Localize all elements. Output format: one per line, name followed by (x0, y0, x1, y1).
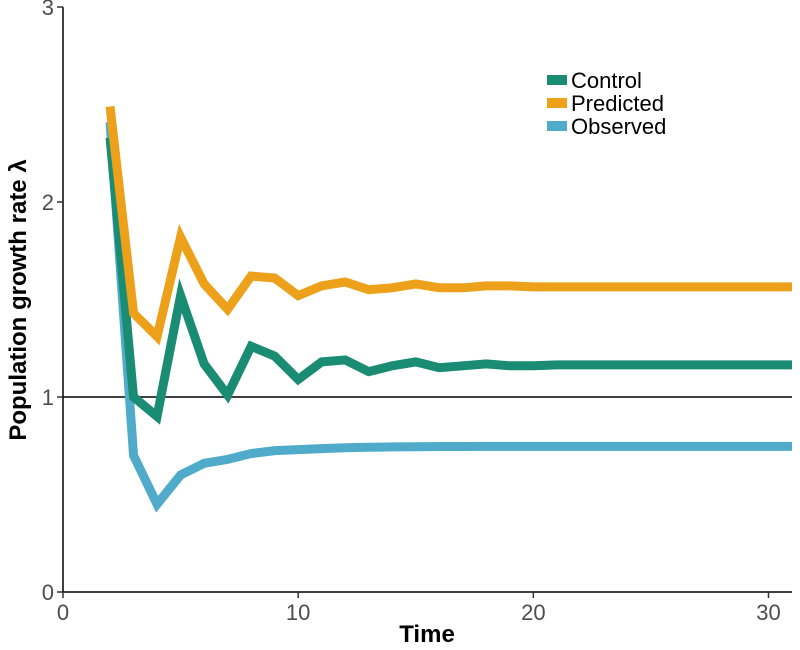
x-tick-label: 10 (286, 600, 310, 625)
y-tick-label: 2 (42, 190, 54, 215)
x-axis-title: Time (399, 621, 455, 648)
series-line-control (105, 137, 792, 425)
y-axis-title: Population growth rate λ (5, 159, 32, 440)
legend-label-observed: Observed (571, 114, 666, 139)
y-tick-label: 3 (42, 0, 54, 20)
legend-label-control: Control (571, 68, 642, 93)
legend-key-control (547, 75, 567, 85)
y-axis-ticks: 0 1 2 3 (42, 0, 63, 605)
series-line-observed (105, 121, 792, 513)
y-tick-label: 0 (42, 580, 54, 605)
axes-layer (62, 7, 792, 593)
y-tick-label: 1 (42, 385, 54, 410)
series-line-predicted (105, 105, 792, 346)
x-tick-label: 30 (756, 600, 780, 625)
series-layer (105, 105, 792, 513)
legend-key-predicted (547, 98, 567, 108)
x-axis-ticks: 0 10 20 30 (57, 592, 781, 625)
legend-label-predicted: Predicted (571, 91, 664, 116)
legend-key-observed (547, 121, 567, 131)
x-tick-label: 20 (521, 600, 545, 625)
x-tick-label: 0 (57, 600, 69, 625)
